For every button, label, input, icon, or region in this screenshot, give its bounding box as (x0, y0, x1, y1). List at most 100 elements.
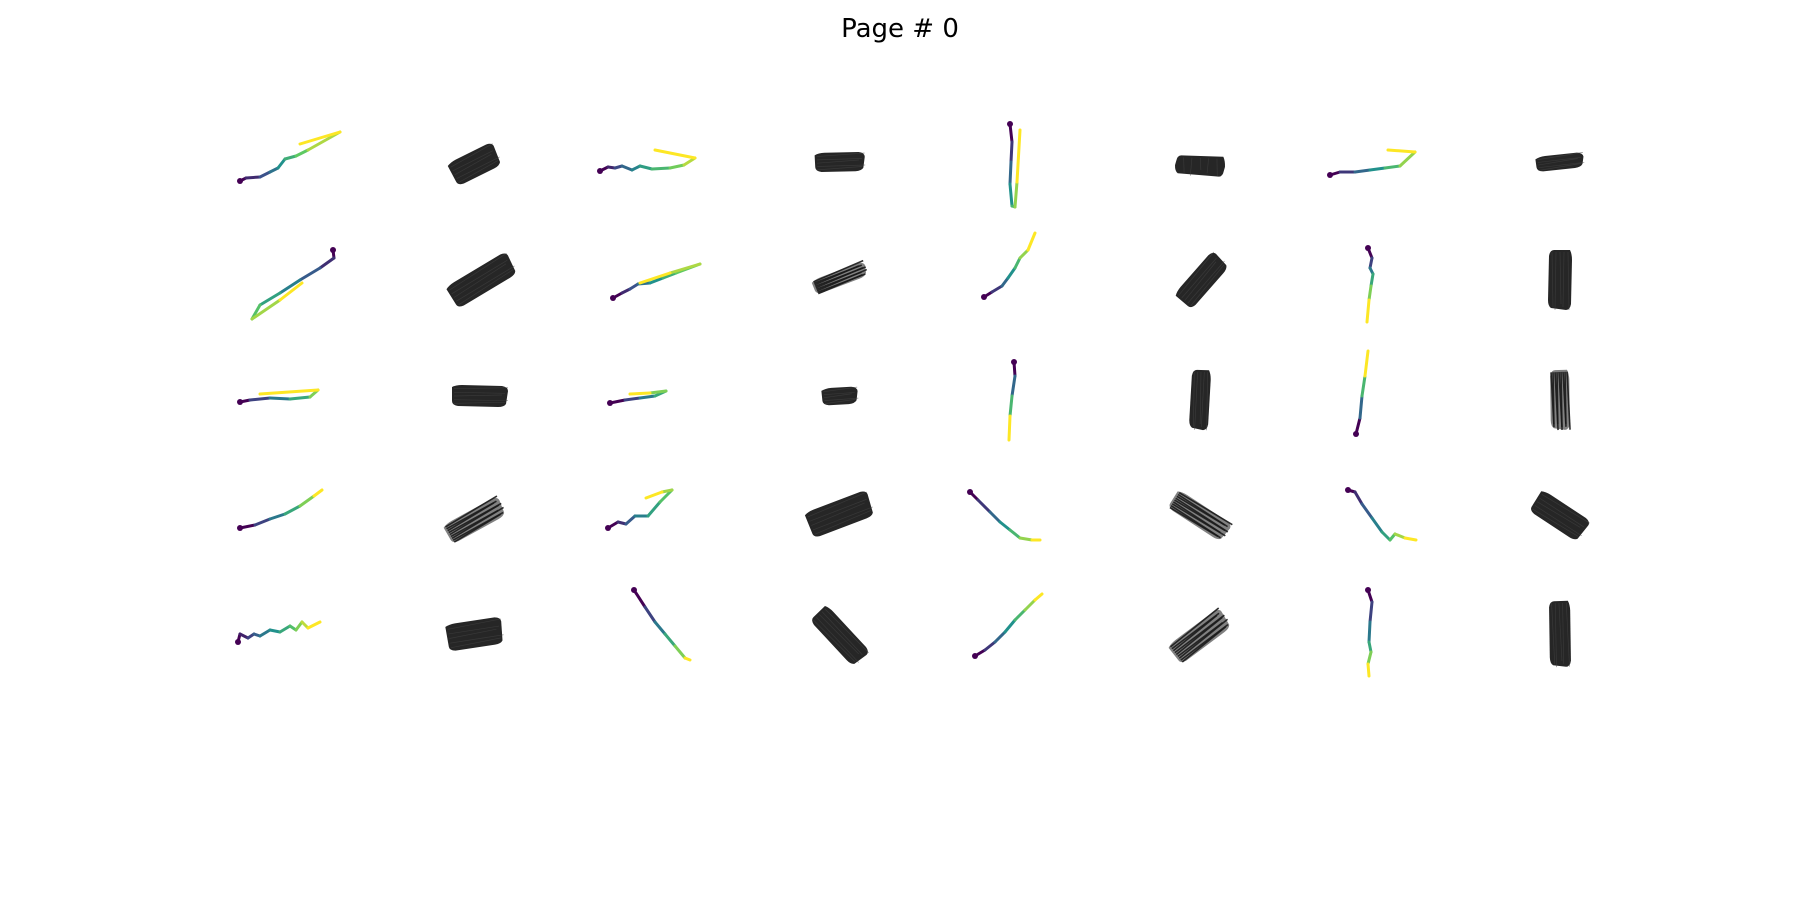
trajectory-start-point (610, 295, 616, 301)
brush-bristle (814, 510, 872, 535)
trajectory-segment (258, 388, 320, 396)
trajectory-segment (628, 391, 652, 396)
brush-body (447, 143, 501, 185)
brush-render (446, 252, 516, 307)
brush-bristle (1559, 251, 1562, 305)
brush-render (1189, 369, 1211, 431)
trajectory-start-point (981, 294, 987, 300)
trajectory-start-point (330, 247, 336, 253)
trajectory-segment (268, 512, 287, 521)
brush-bristle (453, 394, 503, 397)
trajectory-start-point (237, 399, 243, 405)
trajectory-segment (1003, 618, 1017, 634)
trajectory-segment (1398, 150, 1417, 168)
brush-render (812, 606, 869, 664)
trajectory-plot (1365, 587, 1374, 678)
trajectory-start-point (605, 525, 611, 531)
brush-bristle (1565, 602, 1570, 667)
brush-bristle (453, 513, 501, 543)
trajectory-segment (1369, 272, 1375, 288)
trajectory-segment (1013, 256, 1022, 270)
trajectory-segment (294, 620, 304, 632)
trajectory-segment (298, 494, 316, 508)
trajectory-segment (258, 170, 272, 179)
brush-bristle (450, 634, 504, 644)
brush-render (452, 385, 509, 407)
trajectory-segment (1018, 536, 1034, 542)
trajectory-segment (648, 276, 665, 285)
brush-bristle (1534, 505, 1582, 537)
brush-body (1175, 252, 1227, 308)
trajectory-segment (1365, 298, 1371, 324)
brush-bristle (824, 608, 869, 654)
brush-body (814, 152, 865, 172)
brush-bristle (1177, 622, 1224, 658)
brush-bristle (1169, 607, 1220, 648)
trajectory-segment (1366, 650, 1373, 666)
trajectory-plot (597, 148, 697, 174)
trajectory-plot (1345, 487, 1418, 542)
brush-bristle (1562, 251, 1565, 308)
brush-bristle (816, 152, 865, 157)
trajectory-segment (998, 520, 1012, 532)
trajectory-segment (660, 488, 674, 494)
brush-bristle (813, 259, 864, 283)
trajectory-start-point (1011, 359, 1017, 365)
brush-bristle (1558, 371, 1563, 427)
trajectory-segment (306, 620, 322, 630)
trajectory-segment (1008, 160, 1013, 186)
brush-bristle (817, 159, 859, 164)
trajectory-segment (628, 282, 640, 291)
brush-body (1549, 600, 1571, 667)
trajectory-segment (1393, 532, 1407, 540)
trajectory-segment (244, 175, 262, 180)
trajectory-segment (1383, 164, 1402, 170)
brush-bristle (824, 399, 856, 404)
trajectory-segment (1360, 502, 1374, 520)
brush-bristle (1541, 494, 1590, 524)
trajectory-segment (682, 156, 697, 167)
brush-bristle (458, 269, 514, 306)
trajectory-segment (976, 498, 992, 514)
trajectory-segment (248, 396, 272, 402)
brush-bristle (453, 263, 507, 298)
brush-bristle (814, 265, 860, 286)
trajectory-segment (1013, 608, 1027, 622)
brush-bristle (816, 158, 862, 161)
trajectory-start-point (237, 525, 243, 531)
brush-bristle (456, 156, 500, 179)
trajectory-plot (1007, 121, 1022, 209)
trajectory-segment (623, 396, 642, 402)
brush-render (1549, 600, 1571, 668)
brush-bristle (823, 386, 858, 393)
brush-render (811, 259, 868, 295)
brush-render (804, 491, 873, 537)
trajectory-segment (661, 271, 678, 280)
brush-render (1531, 491, 1590, 540)
brush-render (1168, 607, 1230, 663)
trajectory-plot (605, 488, 674, 531)
brush-bristle (1183, 157, 1185, 173)
trajectory-segment (278, 278, 302, 295)
trajectory-segment (294, 148, 310, 158)
trajectory-segment (653, 148, 697, 160)
trajectory-segment (278, 624, 292, 634)
brush-bristle (818, 614, 860, 655)
brush-bristle (1181, 257, 1217, 299)
brush-bristle (812, 506, 873, 531)
trajectory-segment (673, 644, 687, 660)
brush-bristle (1536, 501, 1581, 528)
trajectory-plot (235, 620, 322, 645)
brush-render (814, 152, 866, 172)
trajectory-segment (283, 154, 298, 161)
brush-bristle (449, 628, 497, 639)
trajectory-plot (967, 489, 1042, 542)
trajectory-segment (278, 281, 304, 302)
trajectory-start-point (972, 653, 978, 659)
trajectory-start-point (607, 400, 613, 406)
brush-bristle (1558, 603, 1563, 661)
trajectory-segment (1368, 600, 1374, 624)
trajectory-start-point (1353, 431, 1359, 437)
trajectory-segment (1370, 516, 1384, 534)
